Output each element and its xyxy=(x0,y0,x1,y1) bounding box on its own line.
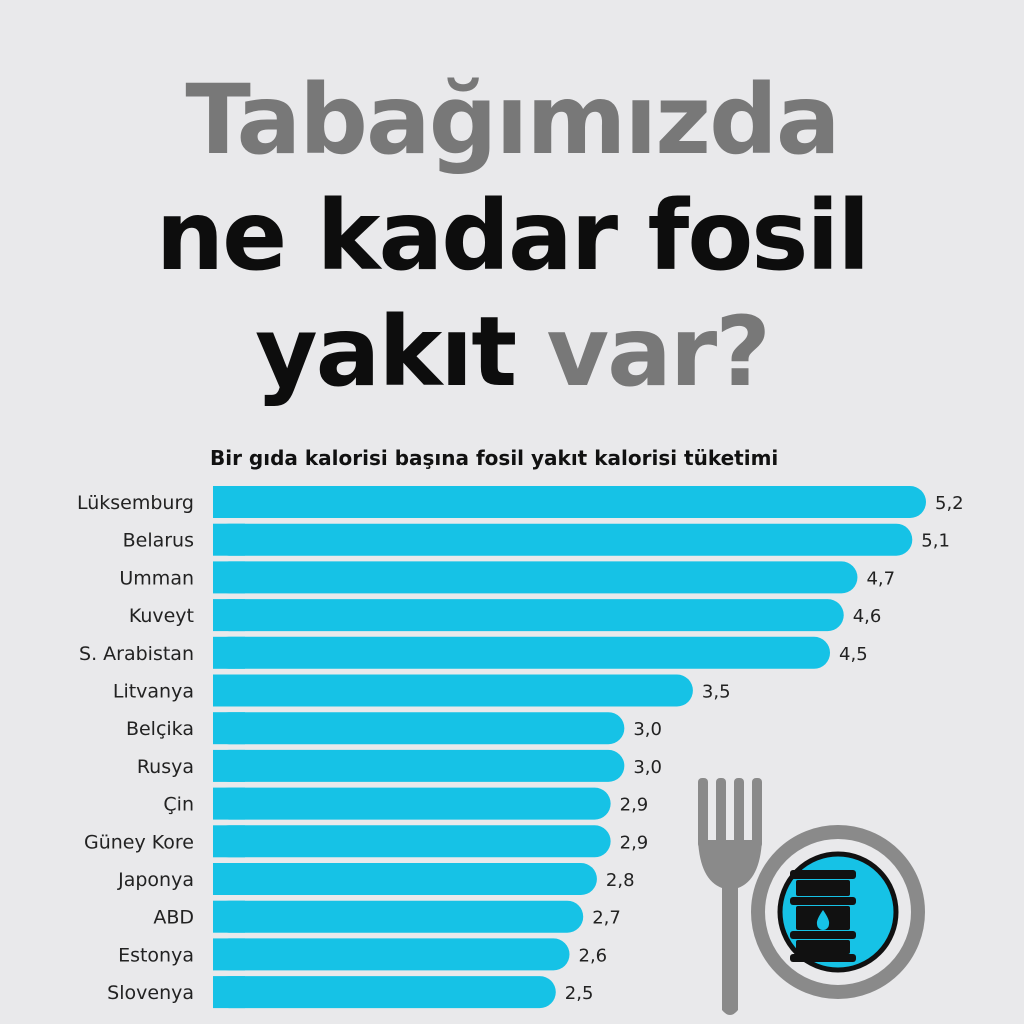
value-label: 5,2 xyxy=(935,493,964,514)
value-label: 3,5 xyxy=(702,682,731,703)
category-label: Japonya xyxy=(117,869,194,891)
category-label: Kuveyt xyxy=(129,605,194,627)
bar xyxy=(213,863,597,895)
value-label: 2,7 xyxy=(592,908,621,929)
bar-left-edge xyxy=(213,900,245,933)
category-label: Estonya xyxy=(118,944,194,966)
bar xyxy=(213,938,570,971)
bar-left-edge xyxy=(213,486,245,518)
bar-left-edge xyxy=(213,825,245,858)
value-label: 4,6 xyxy=(853,606,882,627)
bar-left-edge xyxy=(213,863,245,895)
title-line-3-dark: yakıt xyxy=(255,296,547,408)
value-label: 4,5 xyxy=(839,644,868,665)
category-label: Belarus xyxy=(123,530,194,552)
value-label: 2,6 xyxy=(579,945,608,966)
value-label: 4,7 xyxy=(866,568,895,589)
bar-left-edge xyxy=(213,749,245,782)
category-label: Rusya xyxy=(137,756,194,778)
fork-icon xyxy=(698,778,762,1015)
value-label: 2,9 xyxy=(620,832,649,853)
title-line-2: ne kadar fosil xyxy=(155,180,870,292)
title-line-3-grey: var? xyxy=(546,296,771,408)
value-label: 2,9 xyxy=(620,795,649,816)
bar xyxy=(213,523,913,556)
bar-left-edge xyxy=(213,976,245,1009)
category-label: Belçika xyxy=(126,718,194,740)
category-label: S. Arabistan xyxy=(79,643,194,665)
bar xyxy=(213,674,693,707)
title-line-1: Tabağımızda xyxy=(185,64,840,176)
category-label: Umman xyxy=(119,567,194,589)
category-label: Litvanya xyxy=(113,681,194,703)
bar xyxy=(213,599,844,632)
bar-left-edge xyxy=(213,787,245,820)
value-label: 3,0 xyxy=(633,757,662,778)
bar xyxy=(213,825,611,858)
value-label: 2,8 xyxy=(606,870,635,891)
bar-left-edge xyxy=(213,674,245,707)
bar xyxy=(213,486,926,518)
value-label: 5,1 xyxy=(921,531,950,552)
bar-left-edge xyxy=(213,599,245,632)
bar xyxy=(213,712,625,745)
bar xyxy=(213,749,625,782)
bar-left-edge xyxy=(213,523,245,556)
category-label: Güney Kore xyxy=(84,831,194,853)
bar xyxy=(213,976,556,1009)
value-label: 2,5 xyxy=(565,983,594,1004)
bar-left-edge xyxy=(213,712,245,745)
category-label: ABD xyxy=(153,907,194,929)
bar xyxy=(213,561,858,594)
category-label: Slovenya xyxy=(107,982,194,1004)
bar xyxy=(213,787,611,820)
bar xyxy=(213,900,584,933)
title-line-3: yakıt var? xyxy=(0,304,1024,400)
bar-left-edge xyxy=(213,636,245,669)
oil-barrel-icon xyxy=(790,870,856,962)
chart-title: Bir gıda kalorisi başına fosil yakıt kal… xyxy=(210,446,779,470)
value-label: 3,0 xyxy=(633,719,662,740)
category-label: Lüksemburg xyxy=(77,492,194,514)
category-label: Çin xyxy=(163,794,194,816)
bar-left-edge xyxy=(213,938,245,971)
bar xyxy=(213,636,831,669)
bar-left-edge xyxy=(213,561,245,594)
